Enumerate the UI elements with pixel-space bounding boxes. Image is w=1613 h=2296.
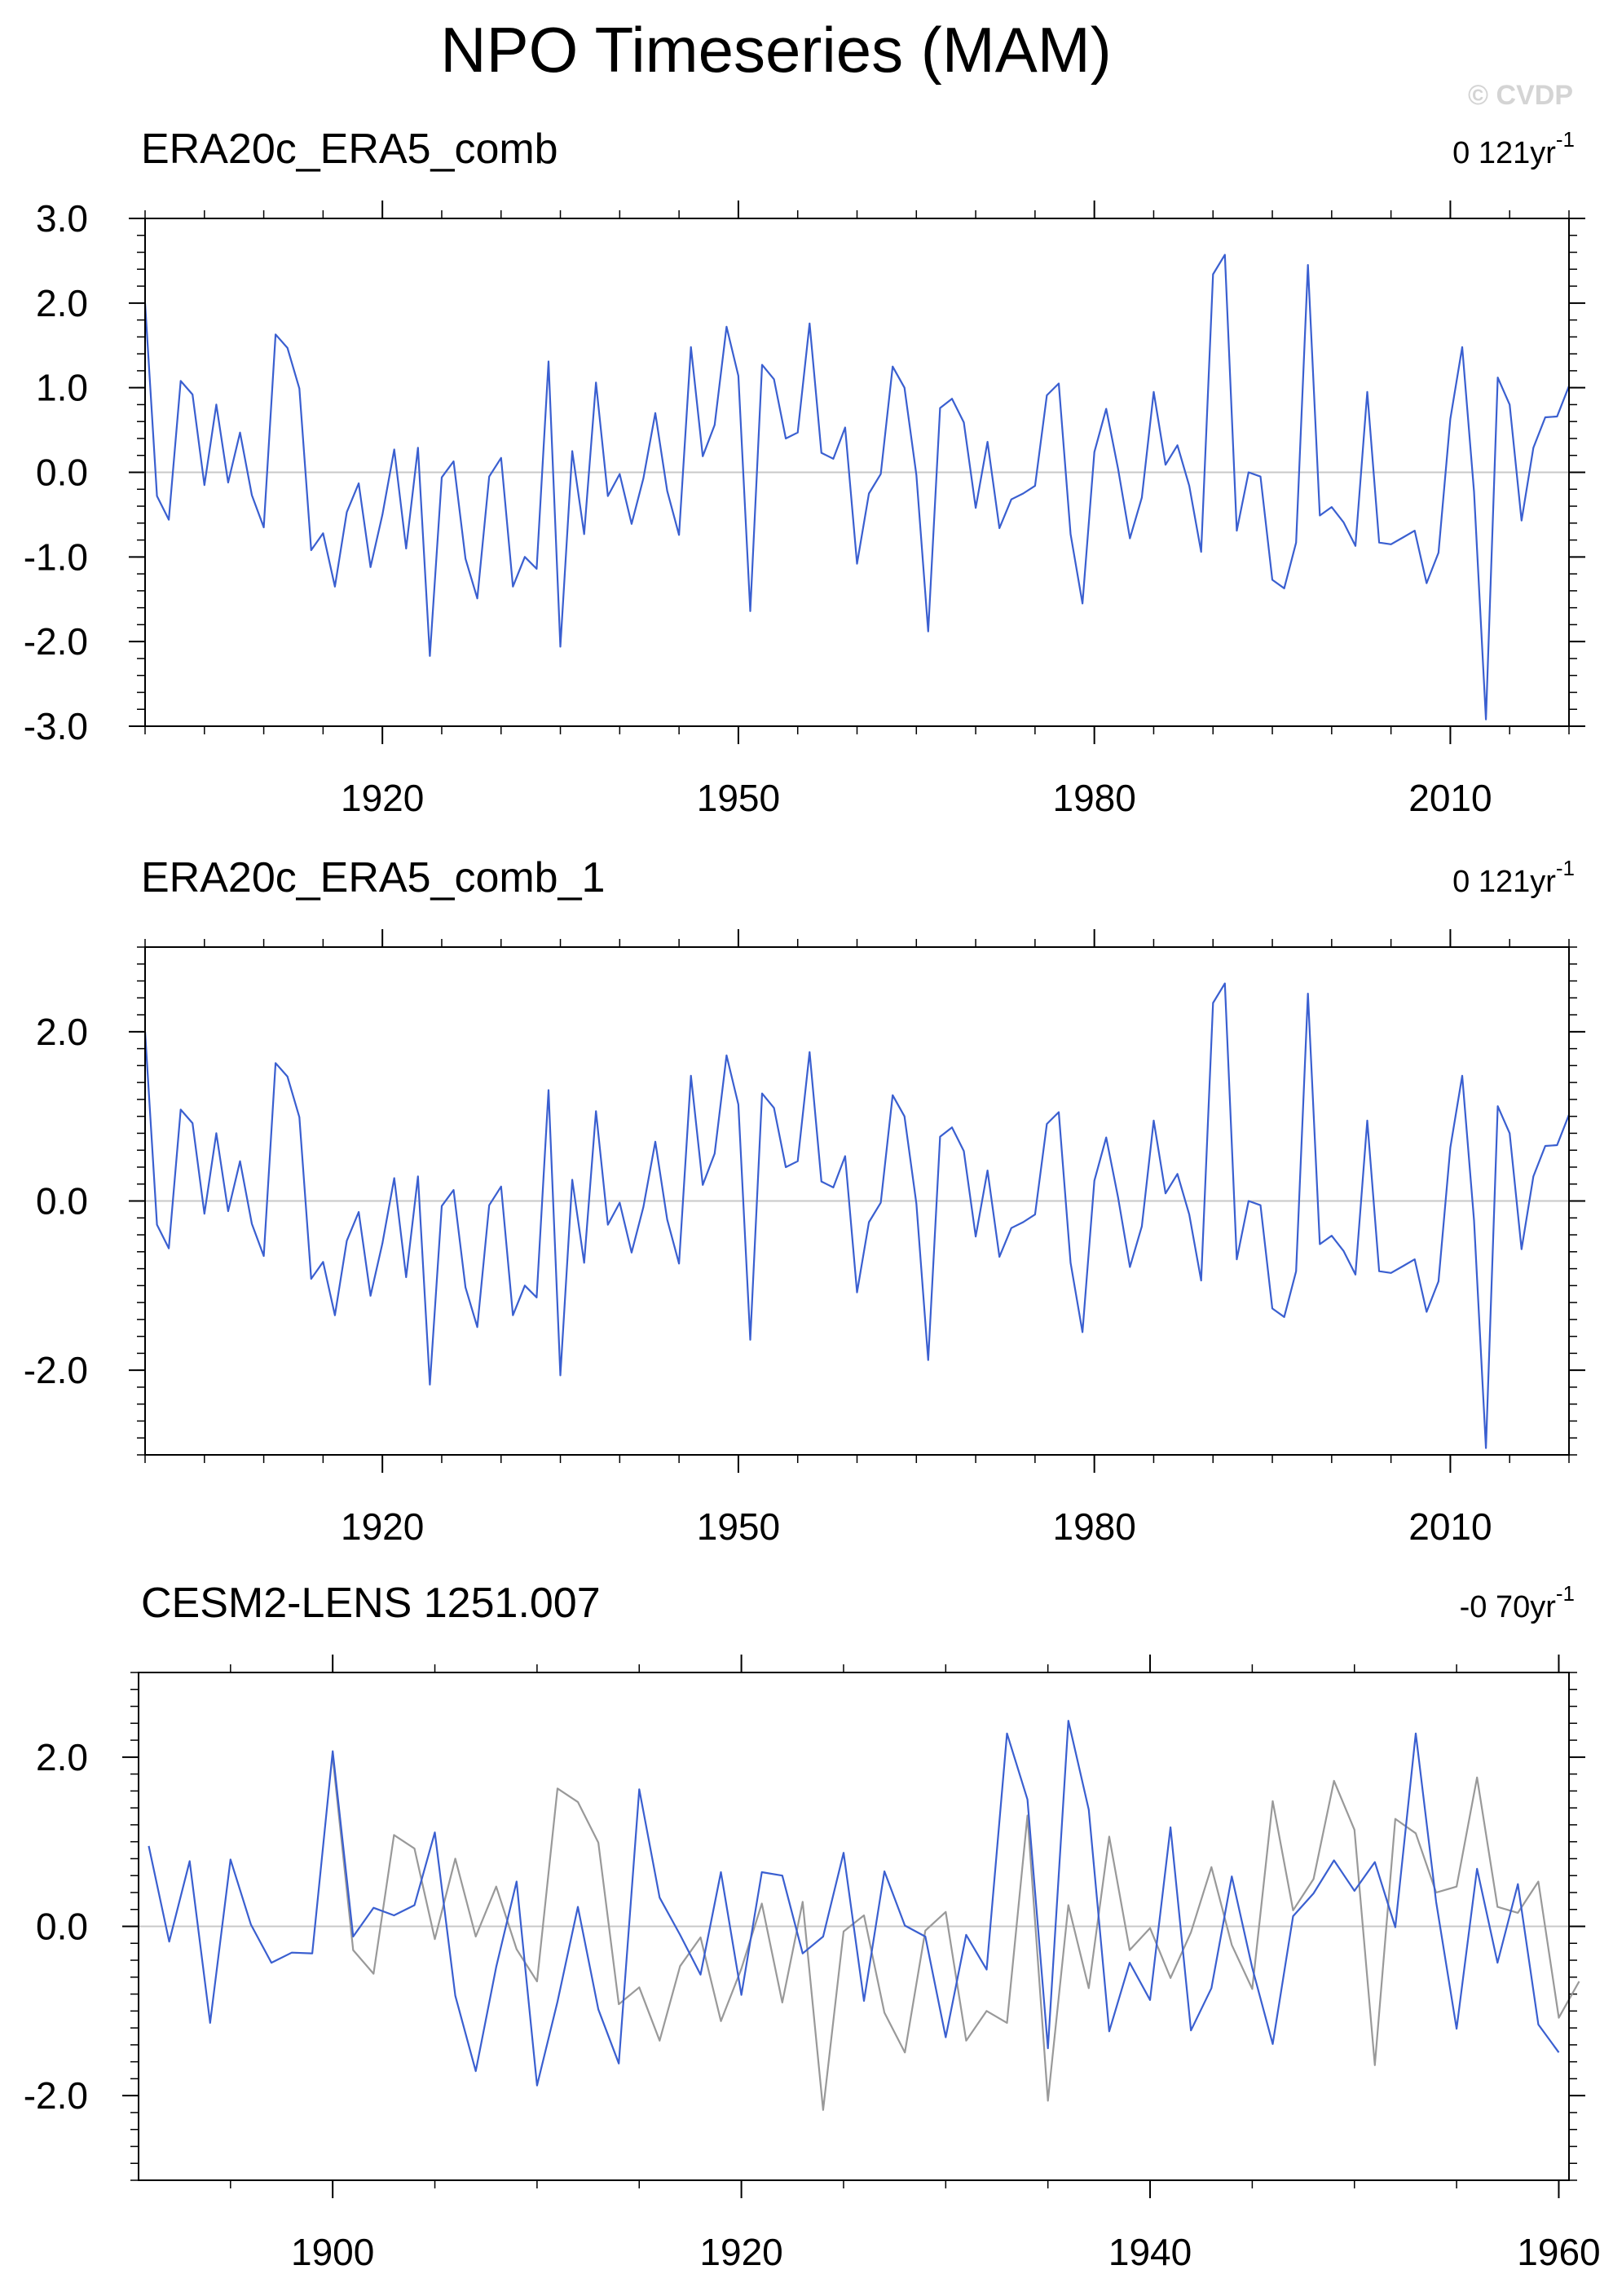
y-tick-label: 2.0 <box>36 1011 88 1053</box>
panel-title: CESM2-LENS 1251.007 <box>141 1580 601 1627</box>
x-tick-label: 1980 <box>1052 1505 1135 1548</box>
panel-title: ERA20c_ERA5_comb_1 <box>141 854 605 901</box>
x-tick-label: 1940 <box>1108 2231 1192 2273</box>
x-tick-label: 1960 <box>1517 2231 1600 2273</box>
trend-exponent: -1 <box>1556 1581 1575 1606</box>
x-tick-label: 1920 <box>341 1505 424 1548</box>
trend-exponent: -1 <box>1556 856 1575 880</box>
y-tick-label: 2.0 <box>36 1736 88 1778</box>
panel-2: ERA20c_ERA5_comb_1 0 121yr-1 1920 1950 1980 2… <box>24 854 1585 1548</box>
series-line <box>148 1720 1560 2087</box>
y-tick-label: 0.0 <box>36 1180 88 1223</box>
observed-series-line <box>332 1756 1580 2111</box>
x-tick-label: 1900 <box>291 2231 374 2273</box>
x-tick-label: 2010 <box>1408 1505 1492 1548</box>
cvdp-watermark: © CVDP <box>1468 80 1573 111</box>
y-tick-label: -1.0 <box>24 535 88 578</box>
y-tick-label: 0.0 <box>36 1906 88 1948</box>
plot-frame <box>144 218 1570 727</box>
trend-exponent: -1 <box>1556 127 1575 152</box>
panel-3: CESM2-LENS 1251.007 -0 70yr-1 1900 1920 1940… <box>24 1580 1601 2273</box>
y-tick-label: -3.0 <box>24 705 88 747</box>
y-tick-label: -2.0 <box>24 2074 88 2117</box>
trend-label: 0 121yr-1 <box>1452 127 1575 170</box>
y-tick-label: 2.0 <box>36 282 88 324</box>
series-line <box>143 253 1571 721</box>
trend-label: -0 70yr-1 <box>1460 1581 1575 1624</box>
panel-title: ERA20c_ERA5_comb <box>141 126 558 173</box>
x-tick-label: 2010 <box>1408 777 1492 819</box>
x-tick-label: 1950 <box>697 1505 780 1548</box>
x-tick-label: 1980 <box>1052 777 1135 819</box>
trend-label: 0 121yr-1 <box>1452 856 1575 899</box>
x-tick-label: 1920 <box>699 2231 782 2273</box>
y-tick-label: -2.0 <box>24 620 88 663</box>
plot-frame <box>144 946 1570 1456</box>
y-tick-label: 3.0 <box>36 197 88 240</box>
y-tick-label: -2.0 <box>24 1349 88 1391</box>
y-tick-label: 0.0 <box>36 452 88 494</box>
x-tick-label: 1950 <box>697 777 780 819</box>
plot-frame <box>138 1672 1570 2181</box>
panel-1: ERA20c_ERA5_comb 0 121yr-1 1920 1950 1980 201… <box>24 126 1585 819</box>
series-line <box>143 982 1571 1449</box>
figure-title: NPO Timeseries (MAM) <box>440 14 1111 86</box>
x-tick-label: 1920 <box>341 777 424 819</box>
y-tick-label: 1.0 <box>36 367 88 409</box>
